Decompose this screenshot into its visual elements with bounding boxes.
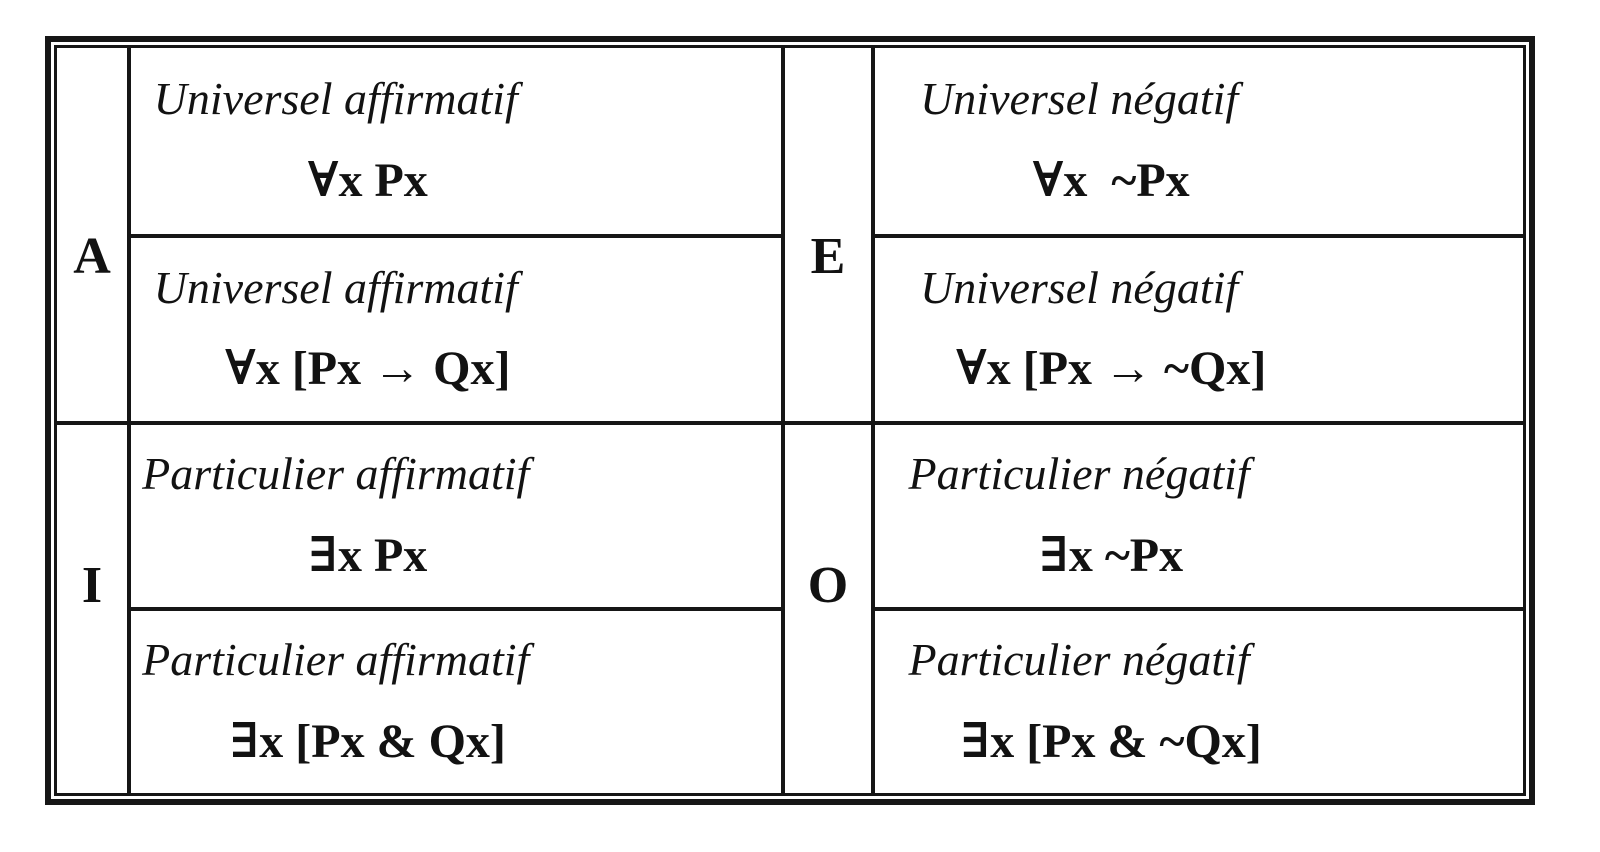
cell-e-conditional: Universel négatif ∀x [Px → ~Qx] bbox=[875, 234, 1523, 421]
type-label: Particulier affirmatif bbox=[142, 634, 530, 686]
type-label: Universel affirmatif bbox=[153, 73, 518, 125]
type-label: Particulier négatif bbox=[908, 447, 1250, 499]
cell-i-conjunction: Particulier affirmatif ∃x [Px & Qx] bbox=[131, 606, 781, 793]
formula: ∃x Px bbox=[308, 528, 428, 582]
table-outer-frame: A E I O Universel affirmatif ∀x Px Unive… bbox=[45, 36, 1535, 805]
letter-cell-e: E bbox=[781, 48, 875, 421]
letter-o-label: O bbox=[807, 556, 849, 614]
type-label: Universel négatif bbox=[920, 261, 1239, 313]
letter-cell-o: O bbox=[781, 420, 875, 793]
type-label: Universel affirmatif bbox=[153, 261, 518, 313]
formula: ∀x ~Px bbox=[1032, 154, 1190, 208]
formula: ∀x [Px → ~Qx] bbox=[955, 342, 1267, 396]
formula: ∀x Px bbox=[307, 154, 428, 208]
formula: ∃x [Px & ~Qx] bbox=[960, 714, 1262, 768]
cell-o-monadic: Particulier négatif ∃x ~Px bbox=[875, 420, 1523, 607]
cell-i-monadic: Particulier affirmatif ∃x Px bbox=[131, 420, 781, 607]
aeio-opposition-table: A E I O Universel affirmatif ∀x Px Unive… bbox=[54, 45, 1526, 796]
cell-e-monadic: Universel négatif ∀x ~Px bbox=[875, 48, 1523, 235]
type-label: Particulier négatif bbox=[908, 634, 1250, 686]
type-label: Universel négatif bbox=[920, 73, 1239, 125]
cell-a-monadic: Universel affirmatif ∀x Px bbox=[131, 48, 781, 235]
formula: ∃x ~Px bbox=[1039, 528, 1184, 582]
letter-cell-a: A bbox=[57, 48, 131, 421]
letter-cell-i: I bbox=[57, 420, 131, 793]
cell-a-conditional: Universel affirmatif ∀x [Px → Qx] bbox=[131, 234, 781, 421]
type-label: Particulier affirmatif bbox=[142, 447, 530, 499]
cell-o-conjunction: Particulier négatif ∃x [Px & ~Qx] bbox=[875, 606, 1523, 793]
letter-i-label: I bbox=[81, 556, 103, 614]
formula: ∃x [Px & Qx] bbox=[229, 714, 506, 768]
letter-a-label: A bbox=[73, 228, 111, 286]
letter-e-label: E bbox=[810, 228, 846, 286]
formula: ∀x [Px → Qx] bbox=[225, 342, 511, 396]
